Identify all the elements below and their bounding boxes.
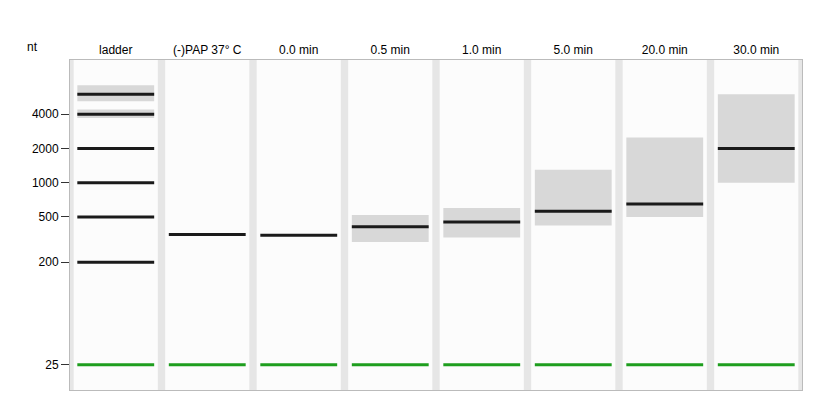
svg-text:25: 25 — [45, 358, 59, 372]
svg-text:1.0 min: 1.0 min — [462, 43, 501, 57]
svg-text:4000: 4000 — [32, 107, 59, 121]
svg-text:5.0 min: 5.0 min — [554, 43, 593, 57]
svg-text:500: 500 — [39, 210, 59, 224]
svg-text:0.0 min: 0.0 min — [279, 43, 318, 57]
svg-text:30.0 min: 30.0 min — [733, 43, 779, 57]
svg-text:(-)PAP 37° C: (-)PAP 37° C — [173, 43, 242, 57]
svg-text:ladder: ladder — [99, 43, 132, 57]
svg-text:1000: 1000 — [32, 176, 59, 190]
svg-text:20.0 min: 20.0 min — [642, 43, 688, 57]
svg-text:0.5 min: 0.5 min — [371, 43, 410, 57]
svg-text:nt: nt — [27, 40, 38, 54]
svg-text:200: 200 — [39, 255, 59, 269]
svg-text:2000: 2000 — [32, 142, 59, 156]
